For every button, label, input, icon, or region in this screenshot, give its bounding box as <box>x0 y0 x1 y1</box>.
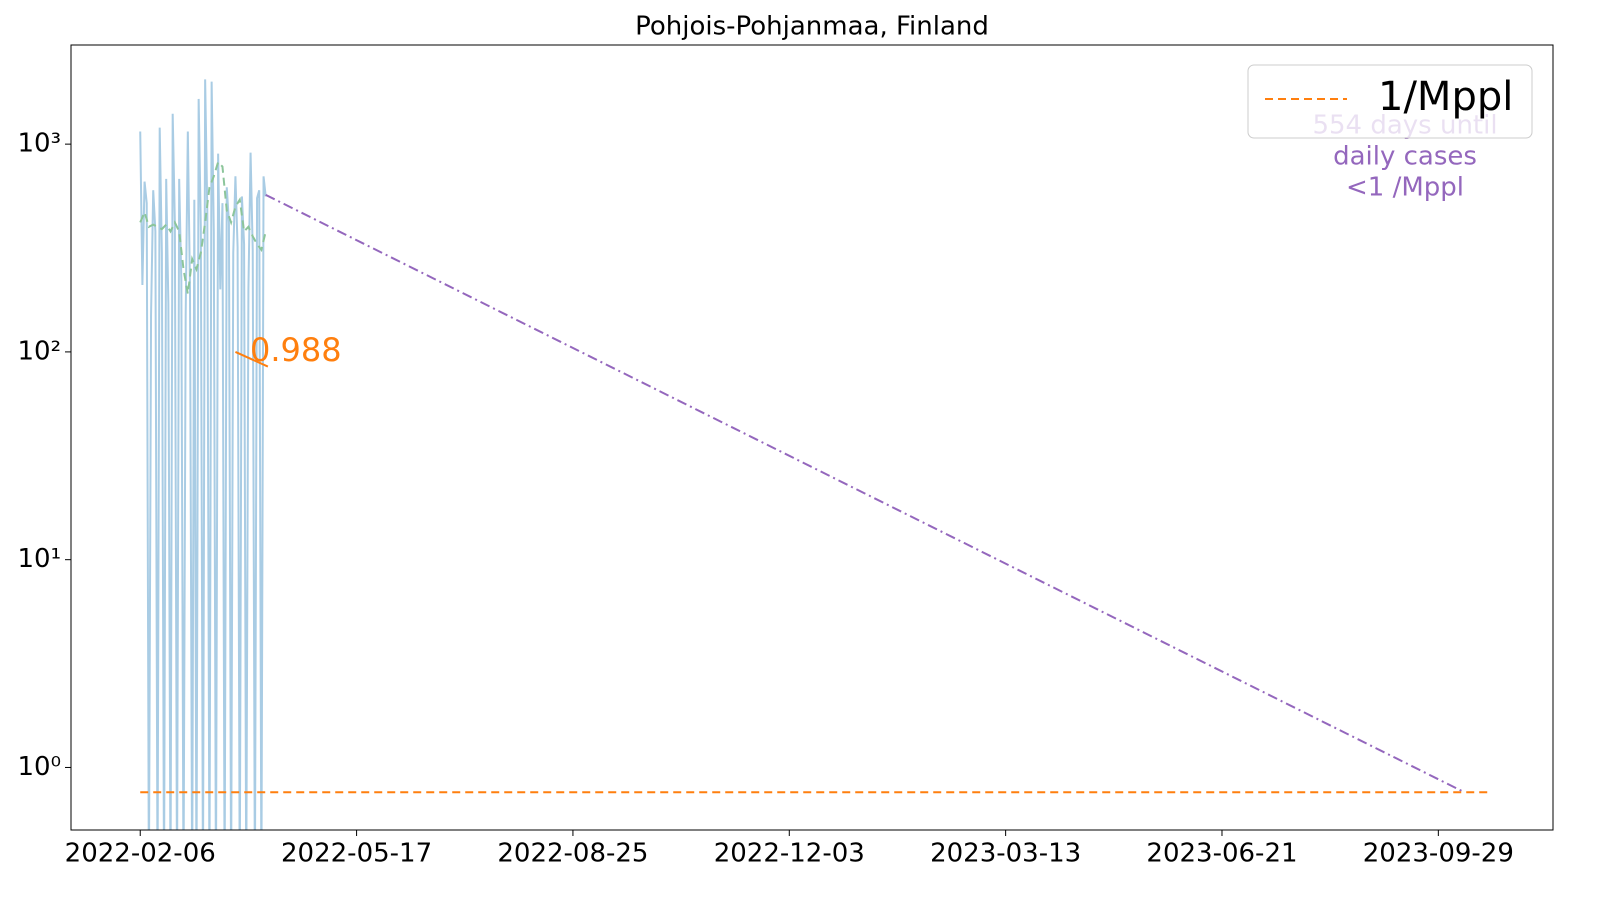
x-tick-label: 2022-05-17 <box>281 839 432 869</box>
projection-annotation: daily cases <box>1333 142 1477 172</box>
x-tick-label: 2023-06-21 <box>1146 839 1297 869</box>
x-tick-label: 2022-08-25 <box>497 839 648 869</box>
data-line <box>139 79 267 830</box>
x-tick-label: 2022-12-03 <box>714 839 865 869</box>
chart-title: Pohjois-Pohjanmaa, Finland <box>635 12 989 42</box>
x-tick-label: 2023-03-13 <box>930 839 1081 869</box>
axes: 10⁰ 10¹ 10² 10³ 2022-02-06 2022-05-17 2022-08-… <box>17 44 1554 869</box>
plot-area <box>139 79 1489 830</box>
overlay: 0.988554 days untildaily cases<1 /Mppl1/… <box>250 64 1533 369</box>
x-tick-label: 2023-09-29 <box>1363 839 1514 869</box>
y-tick-label: 10¹ <box>17 544 61 574</box>
data-line <box>235 350 269 368</box>
data-line <box>139 160 267 295</box>
ratio-annotation: 0.988 <box>250 331 342 369</box>
y-tick-label: 10² <box>17 336 61 366</box>
x-tick-label: 2022-02-06 <box>65 839 216 869</box>
y-tick-label: 10⁰ <box>17 752 61 782</box>
y-tick-label: 10³ <box>17 129 61 159</box>
projection-annotation: <1 /Mppl <box>1346 173 1464 203</box>
legend-box <box>1247 64 1533 139</box>
legend-label: 1/Mppl <box>1378 74 1513 120</box>
data-line <box>265 193 1465 794</box>
axes-frame <box>70 44 1554 831</box>
legend: 1/Mppl <box>1247 64 1533 139</box>
